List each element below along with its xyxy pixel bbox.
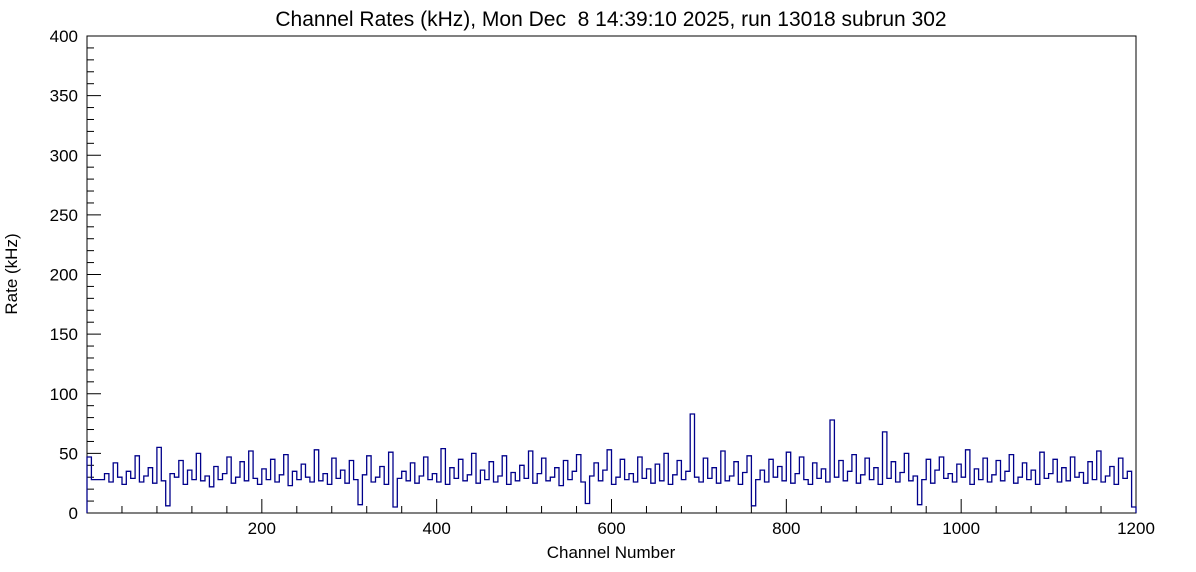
y-axis-label: Rate (kHz) bbox=[2, 233, 21, 314]
x-tick-label: 1000 bbox=[942, 519, 980, 538]
y-tick-label: 150 bbox=[50, 325, 78, 344]
y-tick-label: 350 bbox=[50, 87, 78, 106]
x-tick-label: 1200 bbox=[1117, 519, 1155, 538]
chart-title: Channel Rates (kHz), Mon Dec 8 14:39:10 … bbox=[275, 8, 946, 31]
plot-frame bbox=[86, 35, 1137, 514]
y-tick-label: 50 bbox=[59, 444, 78, 463]
y-tick-label: 250 bbox=[50, 206, 78, 225]
x-axis-label: Channel Number bbox=[547, 543, 676, 562]
y-tick-label: 100 bbox=[50, 385, 78, 404]
y-tick-label: 200 bbox=[50, 266, 78, 285]
axis-ticks bbox=[86, 35, 1137, 514]
y-tick-label: 400 bbox=[50, 27, 78, 46]
y-tick-label: 300 bbox=[50, 146, 78, 165]
y-tick-label: 0 bbox=[69, 504, 78, 523]
x-tick-label: 400 bbox=[422, 519, 450, 538]
data-series-rate-histogram bbox=[86, 413, 1137, 513]
x-tick-label: 200 bbox=[248, 519, 276, 538]
x-tick-label: 800 bbox=[772, 519, 800, 538]
x-tick-label: 600 bbox=[597, 519, 625, 538]
axis-tick-labels: 0 50 100 150 200 250 300 350 400 200 400 600 800 1000… bbox=[50, 27, 1155, 538]
